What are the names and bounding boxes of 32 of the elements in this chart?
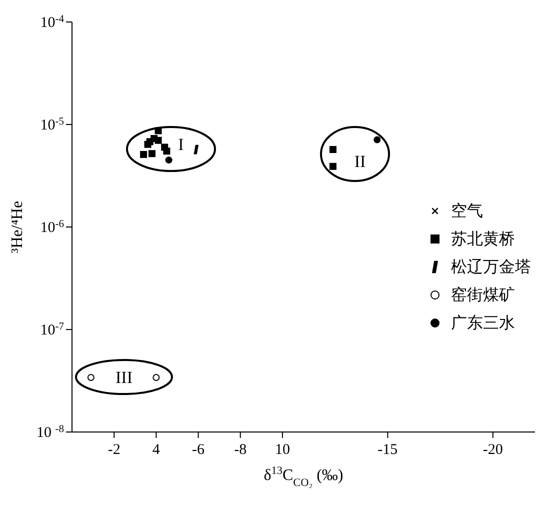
point — [154, 136, 162, 144]
legend-label: 松辽万金塔 — [451, 256, 531, 278]
y-tick-label: 10$^{-6}$ — [40, 218, 64, 236]
legend-label: 窑街煤矿 — [451, 284, 515, 306]
y-tick-label: 10$^{-5}$ — [40, 116, 64, 134]
point — [140, 150, 148, 158]
legend-label: 广东三水 — [451, 312, 515, 334]
y-tick-label: 10$^{-7}$ — [40, 321, 64, 338]
annotation: III — [116, 368, 133, 387]
x-tick-label: -15 — [378, 442, 398, 458]
x-tick-label: -2 — [108, 442, 120, 458]
point — [163, 148, 170, 155]
y-tick-label: 10 $^{-8}$ — [36, 424, 64, 441]
legend-label: 苏北黄桥 — [451, 228, 515, 250]
legend-label: 空气 — [451, 200, 483, 222]
point — [152, 374, 160, 382]
point — [165, 156, 172, 164]
point — [329, 146, 336, 154]
x-tick-label: 4 — [152, 442, 160, 458]
point — [374, 136, 381, 144]
x-tick-label: -20 — [482, 442, 503, 458]
annotation: I — [178, 135, 184, 154]
point — [148, 150, 156, 158]
y-axis-title: ³He/⁴He — [9, 200, 26, 254]
x-tick-label: -8 — [234, 442, 247, 458]
x-tick-label: 10 — [274, 442, 290, 458]
point — [329, 162, 336, 170]
x-axis-title: δ$^{13}$C$_{CO₂}$ (‰) — [264, 465, 344, 489]
y-tick-label: 10$^{-4}$ — [40, 14, 65, 31]
point — [87, 374, 94, 382]
annotation: II — [354, 152, 366, 171]
x-tick-label: -6 — [192, 442, 206, 458]
